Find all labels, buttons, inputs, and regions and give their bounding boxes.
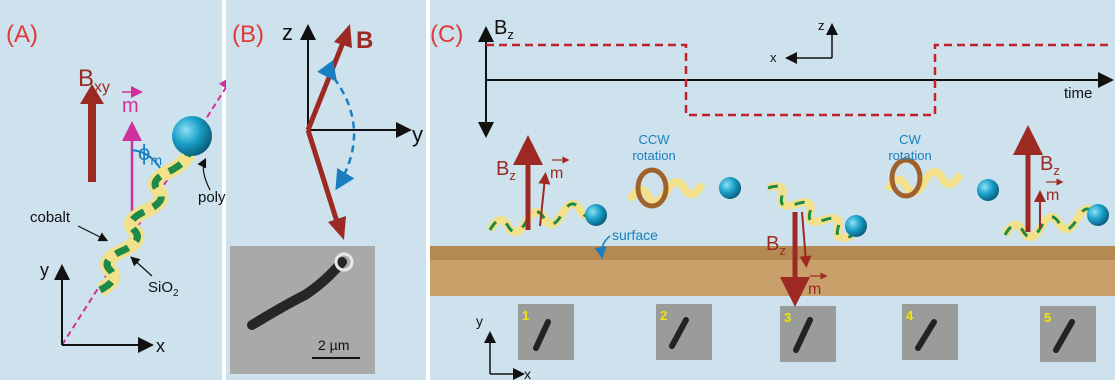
line: CW (899, 132, 921, 147)
line: rotation (888, 148, 931, 163)
symbol: B (496, 158, 509, 180)
symbol: SiO (148, 279, 173, 296)
symbol: ϕ (138, 140, 150, 165)
sphere (845, 215, 867, 237)
micrograph (230, 246, 375, 374)
moment-label: m (808, 281, 821, 298)
sphere (172, 116, 212, 156)
axis-label: y (40, 260, 49, 280)
moment-label: m (122, 95, 139, 117)
subscript: z (509, 168, 516, 183)
scale-bar-label: 2 µm (318, 337, 349, 353)
sphere (977, 179, 999, 201)
frame-number: 5 (1044, 310, 1051, 325)
sphere (719, 177, 741, 199)
axis-label: x (770, 50, 777, 65)
panel-c: (C) Bz time z x Bz m Bz m (430, 0, 1115, 380)
frame-number: 1 (522, 308, 529, 323)
frame-number: 4 (906, 308, 914, 323)
axis-label: z (282, 20, 293, 45)
frame-number: 2 (660, 308, 667, 323)
subscript: z (507, 27, 514, 42)
panel-background (0, 0, 222, 380)
subscript: m (150, 152, 162, 168)
axis-label: time (1064, 85, 1092, 102)
symbol: B (494, 17, 507, 39)
axis-label: z (818, 18, 825, 33)
cobalt-label: cobalt (30, 209, 71, 226)
sphere (585, 204, 607, 226)
subscript: z (1053, 163, 1060, 178)
figure: (A) Bxy m ϕm polystyrene cobalt SiO2 y x… (0, 0, 1115, 380)
panel-label: (C) (430, 21, 463, 48)
symbol: B (1040, 153, 1053, 175)
surface-label: surface (612, 227, 658, 243)
field-label: B (356, 27, 373, 54)
axis-label: x (524, 366, 531, 380)
panel-label: (A) (6, 21, 38, 48)
subscript: z (779, 243, 786, 258)
line: rotation (632, 148, 675, 163)
frame-number: 3 (784, 310, 791, 325)
axis-label: x (156, 336, 165, 356)
sphere (1087, 204, 1109, 226)
line: CCW (638, 132, 670, 147)
panel-b: (B) z y B 2 µm (226, 0, 426, 380)
subscript: 2 (173, 288, 179, 299)
moment-label: m (550, 165, 563, 182)
moment-label: m (1046, 187, 1059, 204)
axis-label: y (412, 122, 423, 147)
symbol: B (766, 233, 779, 255)
axis-label: y (476, 313, 483, 329)
panel-label: (B) (232, 21, 264, 48)
